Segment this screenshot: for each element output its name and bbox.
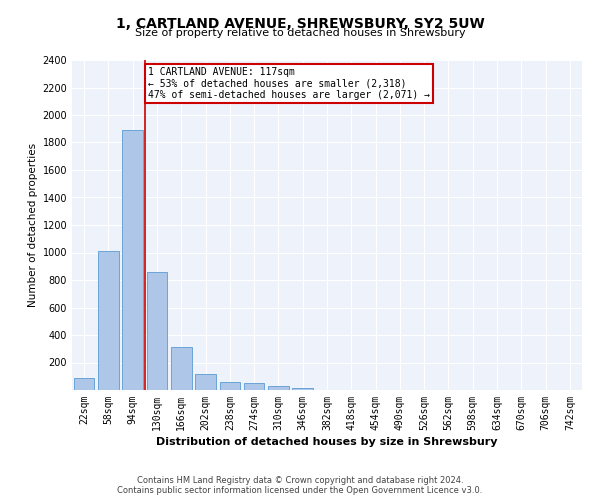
Text: Size of property relative to detached houses in Shrewsbury: Size of property relative to detached ho…	[134, 28, 466, 38]
Bar	[244, 384, 265, 390]
Bar	[220, 382, 240, 390]
Text: 1, CARTLAND AVENUE, SHREWSBURY, SY2 5UW: 1, CARTLAND AVENUE, SHREWSBURY, SY2 5UW	[116, 18, 484, 32]
Bar	[171, 348, 191, 390]
Bar	[98, 251, 119, 390]
Bar	[122, 130, 143, 390]
Text: Contains HM Land Registry data © Crown copyright and database right 2024.
Contai: Contains HM Land Registry data © Crown c…	[118, 476, 482, 495]
Bar	[292, 388, 313, 390]
Y-axis label: Number of detached properties: Number of detached properties	[28, 143, 38, 307]
Text: 1 CARTLAND AVENUE: 117sqm
← 53% of detached houses are smaller (2,318)
47% of se: 1 CARTLAND AVENUE: 117sqm ← 53% of detac…	[148, 67, 430, 100]
Bar	[195, 374, 216, 390]
X-axis label: Distribution of detached houses by size in Shrewsbury: Distribution of detached houses by size …	[156, 437, 498, 447]
Bar	[74, 378, 94, 390]
Bar	[146, 272, 167, 390]
Bar	[268, 386, 289, 390]
